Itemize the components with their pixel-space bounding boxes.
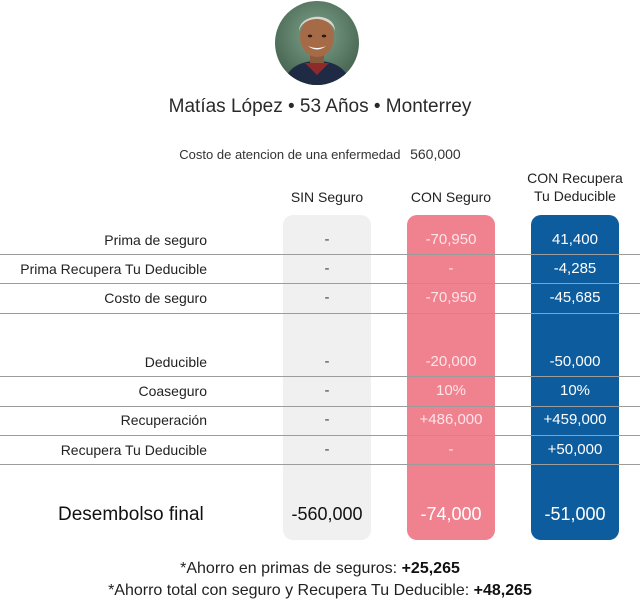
cost-value: 560,000 — [410, 146, 461, 162]
row-label-coaseguro: Coaseguro — [138, 383, 208, 399]
row-divider — [0, 406, 640, 407]
cell-con-coaseguro: 10% — [435, 382, 467, 399]
cell-con-recuperacion: +486,000 — [419, 411, 483, 428]
cell-con-recupera-deducible: - — [448, 441, 454, 458]
cell-rec-prima-recupera: -4,285 — [553, 260, 597, 277]
note-premium-label: *Ahorro en primas de seguros: — [180, 560, 398, 577]
cell-sin-recuperacion: - — [324, 411, 330, 428]
cell-sin-costo-seguro: - — [324, 289, 330, 306]
note-premium-savings: *Ahorro en primas de seguros: +25,265 — [0, 560, 640, 578]
row-label-prima-recupera: Prima Recupera Tu Deducible — [20, 261, 207, 277]
row-divider — [0, 283, 640, 284]
cell-rec-recupera-deducible: +50,000 — [547, 441, 603, 458]
header-sin-seguro: SIN Seguro — [290, 189, 364, 205]
cell-con-costo-seguro: -70,950 — [425, 289, 477, 306]
final-label: Desembolso final — [58, 504, 204, 525]
cell-sin-prima-recupera: - — [324, 260, 330, 277]
row-label-costo-seguro: Costo de seguro — [104, 290, 207, 306]
row-divider — [0, 254, 640, 255]
column-sin-seguro — [283, 215, 371, 540]
person-photo — [275, 1, 359, 85]
note-total-value: +48,265 — [473, 582, 532, 599]
final-sin-seguro: -560,000 — [291, 504, 363, 524]
cell-rec-deducible: -50,000 — [549, 353, 601, 370]
cell-sin-coaseguro: - — [324, 382, 330, 399]
header-con-recupera-line1: CON Recupera — [527, 170, 623, 186]
row-divider — [0, 464, 640, 465]
cell-rec-recuperacion: +459,000 — [543, 411, 607, 428]
cell-con-prima-recupera: - — [448, 260, 454, 277]
cell-rec-coaseguro: 10% — [559, 382, 591, 399]
avatar — [275, 1, 359, 85]
row-label-recuperacion: Recuperación — [120, 412, 207, 428]
row-divider — [0, 376, 640, 377]
cell-rec-costo-seguro: -45,685 — [549, 289, 601, 306]
header-con-recupera-line2: Tu Deducible — [534, 188, 616, 204]
cost-label: Costo de atencion de una enfermedad — [179, 147, 401, 162]
final-con-recupera: -51,000 — [544, 504, 606, 524]
row-label-deducible: Deducible — [144, 354, 207, 370]
final-con-seguro: -74,000 — [420, 504, 482, 524]
header-con-seguro: CON Seguro — [410, 189, 492, 205]
column-con-recupera — [531, 215, 619, 540]
header-con-recupera: CON Recupera Tu Deducible — [510, 169, 640, 205]
note-total-label: *Ahorro total con seguro y Recupera Tu D… — [108, 582, 470, 599]
profile-line: Matías López • 53 Años • Monterrey — [168, 96, 472, 117]
column-con-seguro — [407, 215, 495, 540]
row-label-prima-seguro: Prima de seguro — [104, 232, 207, 248]
cell-sin-prima-seguro: - — [324, 231, 330, 248]
note-premium-value: +25,265 — [401, 560, 460, 577]
cell-sin-deducible: - — [324, 353, 330, 370]
cost-line: Costo de atencion de una enfermedad 560,… — [0, 146, 640, 162]
cell-con-prima-seguro: -70,950 — [425, 231, 477, 248]
cell-rec-prima-seguro: 41,400 — [552, 231, 598, 248]
row-label-recupera-deducible: Recupera Tu Deducible — [60, 442, 207, 458]
note-total-savings: *Ahorro total con seguro y Recupera Tu D… — [0, 582, 640, 600]
row-divider — [0, 313, 640, 314]
cell-sin-recupera-deducible: - — [324, 441, 330, 458]
cell-con-deducible: -20,000 — [425, 353, 477, 370]
row-divider — [0, 435, 640, 436]
